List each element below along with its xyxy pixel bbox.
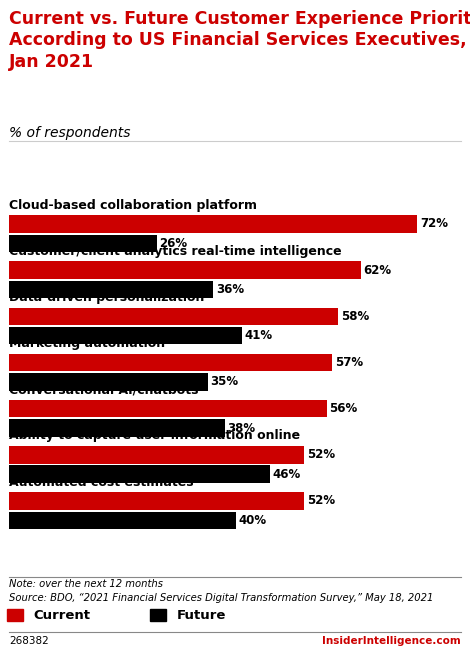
Bar	[9, 373, 208, 391]
Bar	[9, 492, 304, 510]
Text: 40%: 40%	[239, 514, 267, 527]
Text: 62%: 62%	[363, 263, 392, 277]
Bar	[9, 327, 242, 344]
Text: 46%: 46%	[273, 468, 301, 481]
Bar	[9, 215, 417, 233]
Text: 52%: 52%	[307, 495, 335, 507]
Text: 38%: 38%	[227, 422, 256, 434]
Bar	[9, 261, 360, 279]
Bar	[9, 281, 213, 298]
Text: 36%: 36%	[216, 283, 244, 296]
Bar	[9, 353, 332, 371]
Text: 35%: 35%	[211, 375, 239, 388]
Text: 72%: 72%	[420, 217, 448, 231]
Text: 41%: 41%	[244, 329, 273, 342]
Text: Automated cost estimates: Automated cost estimates	[9, 476, 194, 489]
Text: Marketing automation: Marketing automation	[9, 337, 165, 350]
Bar	[9, 446, 304, 464]
Bar	[9, 419, 225, 437]
Text: 52%: 52%	[307, 448, 335, 461]
Bar	[9, 307, 338, 325]
Text: Conversational AI/chatbots: Conversational AI/chatbots	[9, 383, 199, 396]
Text: Ability to capture user information online: Ability to capture user information onli…	[9, 430, 300, 442]
Text: Note: over the next 12 months
Source: BDO, “2021 Financial Services Digital Tran: Note: over the next 12 months Source: BD…	[9, 579, 434, 604]
Bar	[9, 400, 327, 417]
Text: 268382: 268382	[9, 636, 49, 646]
Text: Data-driven personalization: Data-driven personalization	[9, 291, 205, 304]
Text: 56%: 56%	[329, 402, 358, 415]
Text: Current vs. Future Customer Experience Priorities
According to US Financial Serv: Current vs. Future Customer Experience P…	[9, 10, 470, 71]
Text: InsiderIntelligence.com: InsiderIntelligence.com	[322, 636, 461, 646]
Bar	[9, 465, 270, 483]
Legend: Current, Future: Current, Future	[7, 608, 226, 622]
Text: Customer/client analytics real-time intelligence: Customer/client analytics real-time inte…	[9, 244, 342, 258]
Text: 57%: 57%	[335, 356, 363, 369]
Bar	[9, 512, 236, 529]
Text: Cloud-based collaboration platform: Cloud-based collaboration platform	[9, 198, 258, 212]
Text: % of respondents: % of respondents	[9, 126, 131, 140]
Bar	[9, 235, 157, 252]
Text: 58%: 58%	[341, 310, 369, 323]
Text: 26%: 26%	[159, 237, 188, 250]
